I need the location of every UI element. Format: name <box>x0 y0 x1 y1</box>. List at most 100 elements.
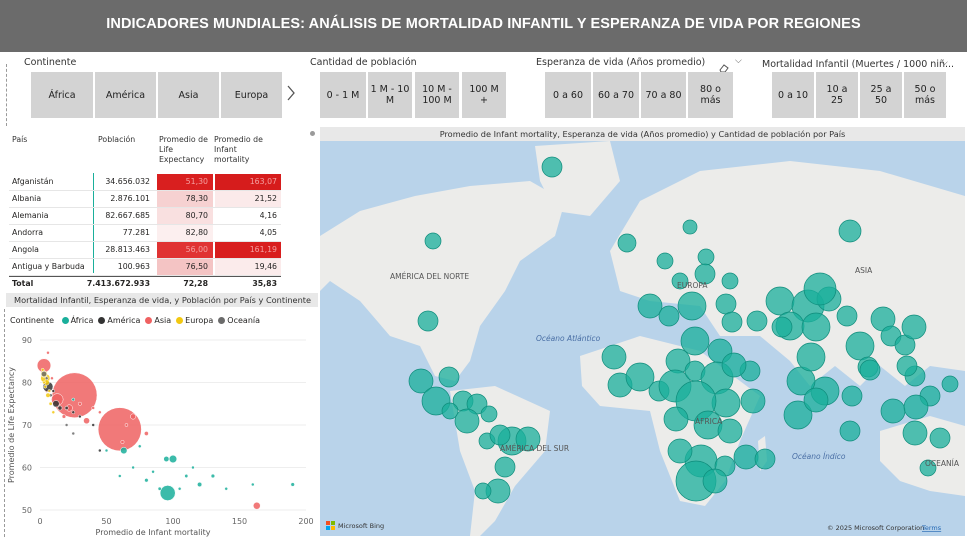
map-bubble <box>663 406 689 432</box>
column-header-poblacion[interactable]: Población <box>98 135 136 144</box>
table-row[interactable]: Alemania 82.667.685 80,70 4,16 <box>9 208 281 225</box>
scatter-point <box>64 406 69 410</box>
scatter-point <box>48 401 53 406</box>
scatter-point <box>157 486 162 491</box>
column-header-life[interactable]: Promedio de Life Expectancy <box>159 135 208 164</box>
slicer-option-europa[interactable]: Europa <box>221 72 282 118</box>
map-bubble <box>601 344 627 370</box>
scatter-point <box>144 431 149 436</box>
column-header-infant[interactable]: Promedio de Infant mortality <box>214 135 263 164</box>
chevron-down-icon[interactable]: ⌵ <box>941 58 948 68</box>
map-bubble <box>677 291 707 321</box>
eraser-icon[interactable] <box>718 58 730 77</box>
table-row[interactable]: Andorra 77.281 82,80 4,05 <box>9 225 281 242</box>
legend-item-4[interactable]: Oceanía <box>218 316 260 325</box>
map-bubble <box>454 408 480 434</box>
scatter-point <box>98 448 102 453</box>
map-bubble <box>765 286 795 316</box>
slicer-option-60-70[interactable]: 60 a 70 <box>593 72 639 118</box>
slicer-option-10-25[interactable]: 10 a 25 <box>816 72 858 118</box>
scatter-point <box>51 410 56 414</box>
scatter-point <box>124 423 129 427</box>
map-label-indian: Océano Índico <box>792 452 846 461</box>
table-total-row: Total 7.413.672.933 72,28 35,83 <box>9 276 281 291</box>
slicer-option-80-plus[interactable]: 80 o más <box>688 72 733 118</box>
map-bubble <box>902 420 928 446</box>
scatter-point <box>131 465 135 470</box>
legend-dot-icon <box>176 317 184 324</box>
bing-logo-icon <box>326 521 335 530</box>
map-attribution: © 2025 Microsoft Corporation <box>827 524 924 532</box>
scatter-point <box>71 397 75 402</box>
scatter-point <box>61 414 67 419</box>
scatter-point <box>52 400 60 408</box>
slicer-option-0-1m[interactable]: 0 - 1 M <box>320 72 366 118</box>
scatter-point <box>144 478 149 483</box>
map-bubble <box>801 312 831 342</box>
table-row[interactable]: Afganistán 34.656.032 51,30 163,07 <box>9 174 281 191</box>
y-tick-label: 50 <box>22 506 32 515</box>
slicer-option-america[interactable]: América <box>95 72 156 118</box>
slicer-option-0-10[interactable]: 0 a 10 <box>772 72 814 118</box>
map-bubble <box>515 426 541 452</box>
slicer-option-25-50[interactable]: 25 a 50 <box>860 72 902 118</box>
map-bubble <box>733 444 759 470</box>
legend-item-1[interactable]: América <box>98 316 140 325</box>
map-terms-link[interactable]: Terms <box>921 524 942 532</box>
legend-dot-icon <box>61 317 69 324</box>
map-bubble <box>438 366 460 388</box>
scatter-point <box>71 410 75 414</box>
map-bubble <box>694 263 716 285</box>
legend-item-3[interactable]: Europa <box>176 316 213 325</box>
table-row[interactable]: Albania 2.876.101 78,30 21,52 <box>9 191 281 208</box>
slicer-option-50-plus[interactable]: 50 o más <box>904 72 946 118</box>
column-divider <box>93 173 94 273</box>
map-bubble <box>796 342 826 372</box>
scatter-point <box>77 401 82 406</box>
column-header-pais[interactable]: País <box>12 135 28 144</box>
north-america-land <box>320 181 565 381</box>
scatter-point <box>210 473 216 479</box>
scatter-point <box>184 474 189 478</box>
legend-item-0[interactable]: África <box>61 316 93 325</box>
chevron-down-icon[interactable]: ⌵ <box>735 56 742 66</box>
legend-dot-icon <box>145 317 153 324</box>
table-row[interactable]: Antigua y Barbuda 100.963 76,50 19,46 <box>9 259 281 276</box>
scroll-indicator[interactable] <box>310 131 315 136</box>
map-bubble <box>754 448 776 470</box>
map-bubble <box>929 427 951 449</box>
scatter-point <box>97 407 142 452</box>
x-tick-label: 0 <box>37 517 42 526</box>
slicer-option-0-60[interactable]: 0 a 60 <box>545 72 591 118</box>
slicer-option-10m-100m[interactable]: 10 M - 100 M <box>415 72 459 118</box>
map-bubble <box>408 368 434 394</box>
x-tick-label: 50 <box>101 517 111 526</box>
slicer-option-70-80[interactable]: 70 a 80 <box>641 72 686 118</box>
scatter-point <box>118 474 122 478</box>
map-bubble <box>841 385 863 407</box>
map-bubble <box>671 272 689 290</box>
slicer-option-100m-plus[interactable]: 100 M + <box>462 72 506 118</box>
scatter-point <box>57 405 63 411</box>
slicer-option-asia[interactable]: Asia <box>158 72 219 118</box>
bing-logo-text: Microsoft Bing <box>338 522 384 530</box>
scatter-point <box>104 448 109 453</box>
y-axis-label: Promedio de Life Expectancy <box>7 367 16 483</box>
bubble-map[interactable]: AMÉRICA DEL NORTE AMÉRICA DEL SUR EUROPA… <box>320 141 965 536</box>
scatter-plot[interactable]: 90 80 70 60 50 0 50 100 150 200 Promedio de Infant… <box>6 326 318 538</box>
scatter-point <box>120 446 128 455</box>
eurasia-land <box>610 161 965 386</box>
table-row[interactable]: Angola 28.813.463 56,00 161,19 <box>9 242 281 259</box>
map-bubble <box>746 310 768 332</box>
scatter-point <box>46 351 50 355</box>
legend-label: Asia <box>154 316 172 325</box>
legend-item-2[interactable]: Asia <box>145 316 171 325</box>
scatter-point <box>64 423 69 427</box>
chevron-right-icon[interactable] <box>286 84 296 106</box>
continente-slicer-title: Continente <box>24 57 77 68</box>
map-label-atlantic: Océano Atlántico <box>536 334 601 343</box>
slicer-option-1m-10m[interactable]: 1 M - 10 M <box>368 72 412 118</box>
scatter-point <box>253 502 261 510</box>
scatter-point <box>78 414 82 419</box>
slicer-option-africa[interactable]: África <box>31 72 93 118</box>
